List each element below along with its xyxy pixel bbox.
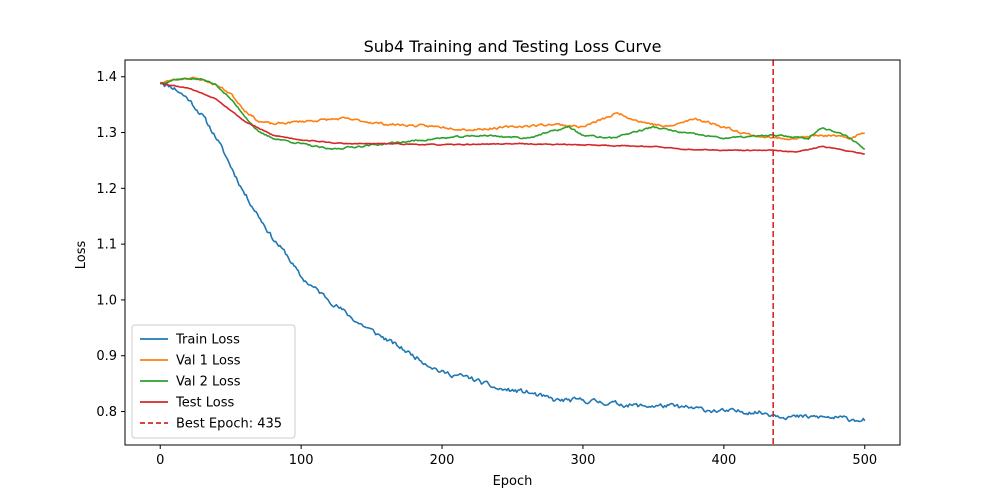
- x-tick-label: 100: [289, 453, 314, 468]
- y-tick-label: 1.4: [96, 70, 117, 85]
- series-line-val-1-loss: [160, 76, 866, 141]
- y-tick-label: 0.8: [96, 405, 117, 420]
- x-tick-label: 200: [430, 453, 455, 468]
- legend-label: Test Loss: [175, 396, 234, 411]
- legend-label: Best Epoch: 435: [176, 417, 282, 432]
- y-tick-label: 1.1: [96, 238, 117, 253]
- x-tick-label: 400: [711, 453, 736, 468]
- axes: 0 100 200 300 400 500 0.8 0.9 1.0 1.1 1.2 1.3 1.4: [96, 59, 901, 468]
- y-tick-label: 0.9: [96, 349, 117, 364]
- series-line-test-loss: [160, 82, 865, 155]
- legend-box: [131, 324, 296, 439]
- series-lines: [159, 60, 866, 445]
- axes-frame: [124, 59, 901, 446]
- x-axis-label: Epoch: [493, 474, 533, 489]
- y-tick-label: 1.0: [96, 293, 117, 308]
- x-tick-label: 500: [852, 453, 877, 468]
- series-line-train-loss: [159, 81, 866, 423]
- y-axis-label: Loss: [74, 241, 89, 270]
- legend-label: Val 2 Loss: [176, 375, 241, 390]
- chart-title: Sub4 Training and Testing Loss Curve: [364, 37, 662, 56]
- x-tick-label: 0: [156, 453, 164, 468]
- y-tick-label: 1.2: [96, 182, 117, 197]
- legend-label: Val 1 Loss: [176, 354, 241, 369]
- y-tick-label: 1.3: [96, 126, 117, 141]
- x-tick-label: 300: [571, 453, 596, 468]
- series-line-val-2-loss: [160, 77, 866, 151]
- legend-label: Train Loss: [175, 333, 240, 348]
- legend: Train Loss Val 1 Loss Val 2 Loss Test Loss B…: [131, 324, 296, 439]
